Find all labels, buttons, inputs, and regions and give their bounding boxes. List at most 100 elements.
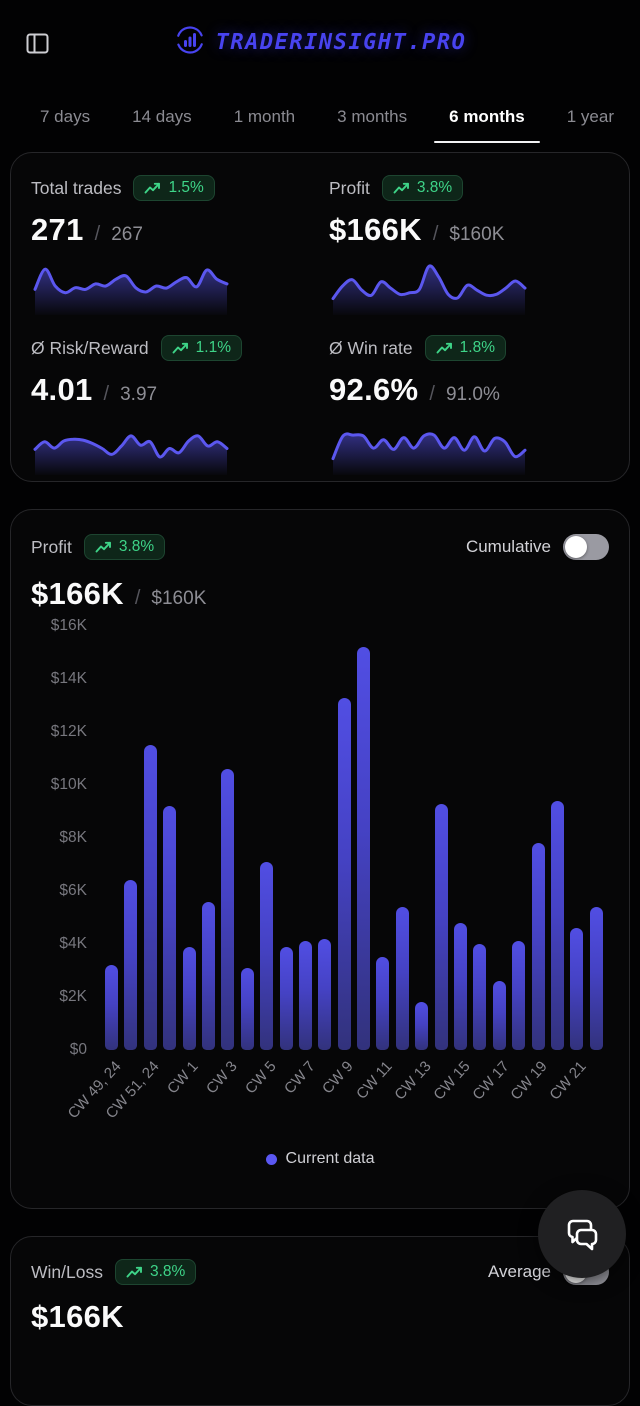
sidebar-toggle-button[interactable]: [24, 30, 51, 60]
toggle-knob: [565, 536, 587, 558]
x-tick-label: CW 5: [241, 1058, 280, 1098]
stat-win-rate: Ø Win rate 1.8% 92.6% / 91.0%: [329, 335, 609, 475]
profit-card-label: Profit: [31, 536, 72, 557]
legend-label: Current data: [285, 1150, 375, 1167]
y-tick-label: $8K: [59, 829, 87, 846]
bar: [163, 806, 177, 1050]
stat-current-value: 271: [31, 212, 84, 247]
bar: [279, 946, 293, 1050]
tab-6-months[interactable]: 6 months: [434, 107, 540, 143]
cumulative-toggle[interactable]: [563, 534, 609, 560]
x-axis: CW 49, 24 CW 51, 24 CW 1 CW 3 CW 5 CW 7 CW 9 CW…: [64, 1050, 609, 1142]
y-tick-label: $14K: [50, 670, 87, 687]
cumulative-toggle-label: Cumulative: [465, 537, 551, 556]
tab-7-days[interactable]: 7 days: [40, 107, 91, 126]
tab-3-months[interactable]: 3 months: [337, 107, 408, 126]
stat-compare-value: 91.0%: [445, 384, 500, 405]
tab-1-month[interactable]: 1 month: [233, 107, 296, 126]
stat-current-value: $166K: [329, 212, 422, 247]
stat-badge-value: 1.8%: [459, 339, 495, 356]
bar-chart-circle-icon: [174, 24, 206, 61]
x-tick-label: CW 19: [507, 1058, 551, 1104]
trending-up-icon: [436, 342, 453, 355]
y-tick-label: $6K: [59, 882, 87, 899]
profit-chart-card: Profit 3.8% Cumulative $166K /: [10, 509, 630, 1209]
bar: [201, 901, 215, 1050]
sparkline-chart: [33, 434, 229, 475]
winloss-trend-badge: 3.8%: [114, 1259, 197, 1285]
stat-risk-reward: Ø Risk/Reward 1.1% 4.01 / 3.97: [31, 335, 311, 475]
bar: [357, 647, 371, 1050]
winloss-value-row: $166K: [31, 1299, 609, 1335]
value-separator: /: [432, 223, 439, 245]
trending-up-icon: [144, 182, 161, 195]
bar: [512, 941, 526, 1050]
profit-compare-value: $160K: [151, 588, 207, 609]
x-tick-label: CW 3: [202, 1058, 241, 1098]
y-tick-label: $4K: [59, 935, 87, 952]
x-tick-label: CW 17: [468, 1058, 513, 1104]
trending-up-icon: [172, 342, 189, 355]
bar: [337, 697, 351, 1050]
profit-badge-value: 3.8%: [118, 538, 155, 555]
legend-dot-icon: [265, 1153, 277, 1165]
stat-trend-badge: 1.8%: [424, 335, 506, 361]
stat-label: Ø Risk/Reward: [31, 337, 149, 358]
value-separator: /: [429, 383, 435, 405]
bar: [260, 861, 274, 1050]
y-tick-label: $2K: [59, 988, 87, 1005]
bar: [318, 938, 332, 1050]
bar: [395, 906, 409, 1050]
stat-compare-value: 267: [111, 224, 143, 245]
chat-fab-button[interactable]: [538, 1190, 626, 1278]
bar-plot: [99, 626, 609, 1050]
sparkline-chart: [33, 267, 229, 315]
bar: [570, 928, 584, 1050]
trending-up-icon: [126, 1266, 143, 1279]
profit-card-header: Profit 3.8% Cumulative: [31, 534, 609, 560]
stat-badge-value: 1.1%: [195, 339, 232, 356]
app-header: TRADERINSIGHT.PRO: [0, 0, 640, 64]
stat-label: Total trades: [31, 177, 122, 198]
x-tick-label: CW 13: [391, 1058, 435, 1104]
chat-bubbles-icon: [561, 1212, 603, 1257]
winloss-current-value: $166K: [31, 1299, 124, 1334]
bar: [589, 906, 603, 1050]
y-axis: $16K $14K $12K $10K $8K $6K $4K $2K $0: [31, 617, 87, 1058]
tab-14-days[interactable]: 14 days: [132, 107, 192, 126]
y-tick-label: $0: [69, 1041, 87, 1058]
value-separator: /: [94, 223, 101, 245]
winloss-card: Win/Loss 3.8% Average $166K: [10, 1236, 630, 1406]
brand: TRADERINSIGHT.PRO: [0, 24, 640, 61]
panel-left-icon: [24, 30, 51, 60]
value-separator: /: [103, 383, 110, 405]
bar: [434, 803, 448, 1050]
bar: [376, 957, 390, 1050]
tab-1-year[interactable]: 1 year: [566, 107, 614, 126]
sparkline-chart: [331, 432, 527, 475]
stats-grid: Total trades 1.5% 271 / 267 Profit: [31, 175, 609, 475]
profit-value-row: $166K / $160K: [31, 576, 609, 612]
winloss-card-header: Win/Loss 3.8% Average: [31, 1259, 609, 1285]
sparkline-chart: [331, 264, 527, 315]
bar: [105, 965, 118, 1050]
x-tick-label: CW 15: [430, 1058, 474, 1104]
stat-label: Profit: [329, 177, 370, 198]
stats-card: Total trades 1.5% 271 / 267 Profit: [10, 152, 630, 482]
profit-current-value: $166K: [31, 576, 124, 611]
bar: [454, 922, 468, 1050]
value-separator: /: [134, 587, 141, 609]
winloss-card-label: Win/Loss: [31, 1261, 103, 1282]
stat-current-value: 4.01: [31, 372, 93, 407]
period-tabs: 7 days 14 days 1 month 3 months 6 months 1 ye…: [40, 104, 614, 144]
x-tick-label: CW 7: [280, 1058, 319, 1098]
bar: [143, 745, 157, 1050]
stat-total-trades: Total trades 1.5% 271 / 267: [31, 175, 311, 315]
y-tick-label: $10K: [50, 776, 87, 793]
stat-compare-value: 3.97: [120, 384, 158, 405]
x-tick-label: CW 21: [546, 1058, 590, 1104]
x-tick-label: CW 9: [319, 1058, 357, 1098]
y-tick-label: $12K: [50, 723, 87, 740]
x-tick-label: CW 1: [164, 1058, 202, 1098]
trending-up-icon: [95, 541, 112, 554]
